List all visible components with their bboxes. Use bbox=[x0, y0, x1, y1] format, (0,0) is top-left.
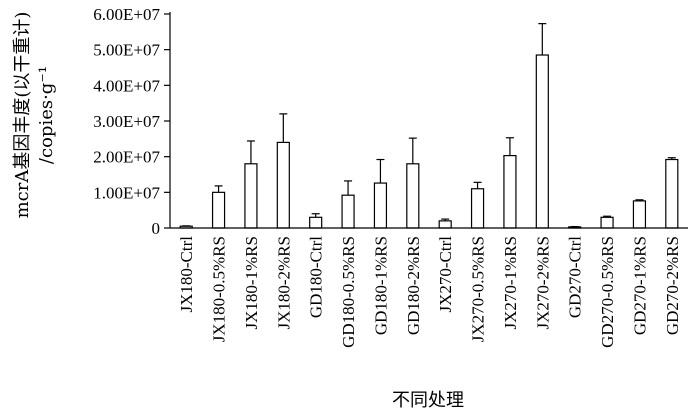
x-category-label: GD180-Ctrl bbox=[307, 236, 326, 318]
x-category-label: GD270-0.5%RS bbox=[598, 236, 617, 348]
x-category-label: GD180-2%RS bbox=[404, 236, 423, 335]
bar bbox=[665, 158, 679, 229]
y-axis-title-main: mcrA基因丰度(以干重计) bbox=[12, 12, 33, 219]
y-tick-label: 1.00E+07 bbox=[93, 183, 160, 202]
y-tick-label: 6.00E+07 bbox=[93, 5, 160, 24]
bar bbox=[244, 163, 258, 229]
bar bbox=[341, 194, 355, 229]
bar bbox=[276, 141, 290, 229]
bar bbox=[211, 191, 226, 229]
bar bbox=[406, 163, 420, 229]
x-category-label: JX180-0.5%RS bbox=[210, 236, 229, 342]
x-category-label: JX270-1%RS bbox=[501, 236, 520, 330]
x-category-label: GD180-1%RS bbox=[371, 236, 390, 335]
x-category-label: GD270-1%RS bbox=[630, 236, 649, 335]
bar bbox=[373, 182, 388, 229]
y-tick-label: 4.00E+07 bbox=[93, 76, 160, 95]
y-axis-title-unit: /copies·g⁻¹ bbox=[36, 66, 57, 164]
bars-group bbox=[179, 23, 679, 229]
bar bbox=[503, 154, 517, 229]
x-category-label: GD270-2%RS bbox=[663, 236, 682, 335]
x-category-label: JX270-Ctrl bbox=[436, 236, 455, 313]
x-category-label: JX180-2%RS bbox=[274, 236, 293, 330]
y-tick-label: 0 bbox=[152, 219, 161, 238]
x-category-label: GD270-Ctrl bbox=[566, 236, 585, 318]
x-category-label: GD180-0.5%RS bbox=[339, 236, 358, 348]
x-category-label: JX270-2%RS bbox=[533, 236, 552, 330]
y-axis-title: mcrA基因丰度(以干重计) /copies·g⁻¹ bbox=[12, 12, 57, 219]
bar bbox=[309, 216, 323, 229]
bar bbox=[632, 200, 647, 229]
y-axis: 0 1.00E+07 2.00E+07 3.00E+07 4.00E+07 5.00E+0… bbox=[93, 5, 171, 238]
bar bbox=[438, 220, 452, 229]
x-category-label: JX180-1%RS bbox=[242, 236, 261, 330]
y-tick-label: 2.00E+07 bbox=[93, 148, 160, 167]
bar bbox=[470, 188, 485, 229]
bar bbox=[600, 216, 614, 229]
x-axis-title: 不同处理 bbox=[392, 390, 464, 411]
y-tick-label: 3.00E+07 bbox=[93, 112, 160, 131]
x-category-label: JX270-0.5%RS bbox=[469, 236, 488, 342]
x-category-label: JX180-Ctrl bbox=[177, 236, 196, 313]
y-tick-label: 5.00E+07 bbox=[93, 41, 160, 60]
bar bbox=[535, 54, 549, 229]
x-axis: JX180-Ctrl JX180-0.5%RS JX180-1%RS JX180-2%… bbox=[170, 227, 688, 348]
